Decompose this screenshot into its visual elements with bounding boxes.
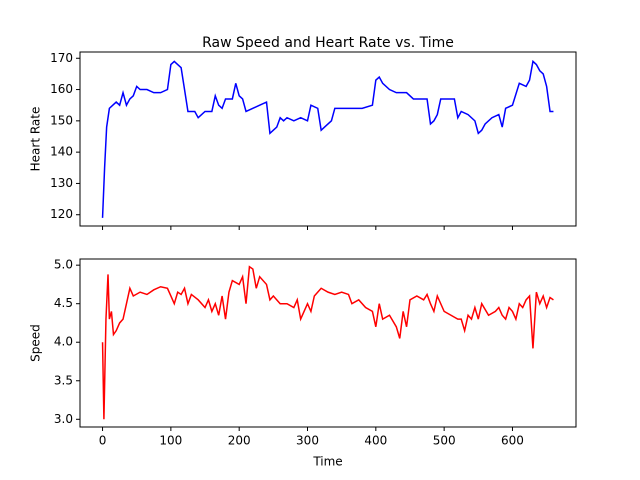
x-tick-label: 100 [159,434,182,448]
x-tick-label: 400 [364,434,387,448]
x-tick-label: 200 [228,434,251,448]
y-tick-label: 5.0 [54,258,73,272]
chart-title: Raw Speed and Heart Rate vs. Time [202,35,454,51]
x-tick-label: 500 [433,434,456,448]
x-tick-label: 0 [99,434,107,448]
axes-frame [79,51,577,227]
y-tick-label: 150 [50,113,73,127]
y-tick-label: 160 [50,82,73,96]
y-tick-label: 170 [50,51,73,65]
y-tick-label: 120 [50,207,73,221]
data-line [101,265,554,420]
x-tick-label: 300 [296,434,319,448]
data-line [101,59,554,218]
x-axis-label: Time [312,455,342,469]
y-tick-label: 4.0 [54,335,73,349]
y-tick-label: 130 [50,176,73,190]
y-axis-label: Heart Rate [29,107,43,172]
y-tick-label: 3.5 [54,373,73,387]
axes-frame [79,258,577,428]
y-axis-label: Speed [29,324,43,362]
y-tick-label: 4.5 [54,296,73,310]
y-tick-label: 140 [50,145,73,159]
x-tick-label: 600 [501,434,524,448]
y-tick-label: 3.0 [54,412,73,426]
